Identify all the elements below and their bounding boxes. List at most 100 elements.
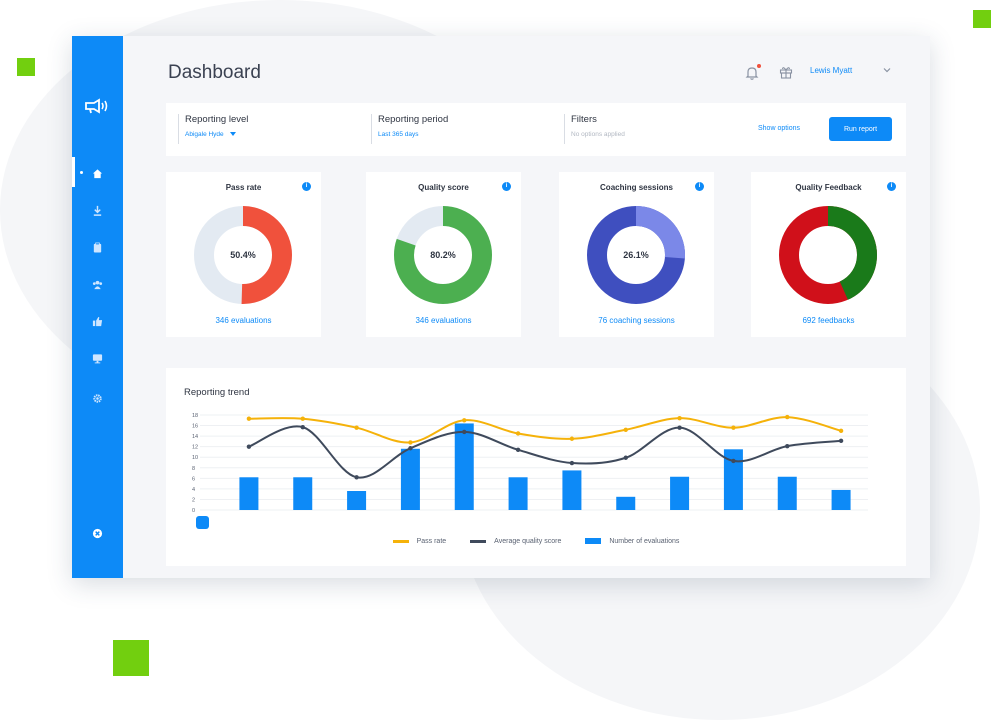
run-report-button[interactable]: Run report bbox=[829, 117, 892, 141]
series-point bbox=[300, 424, 305, 430]
y-tick-label: 14 bbox=[192, 434, 198, 440]
pass-rate-card: Pass rate i 50.4% 346 evaluations bbox=[166, 172, 321, 337]
coaching-sessions-donut bbox=[587, 206, 685, 304]
series-point bbox=[462, 429, 467, 435]
bar bbox=[293, 477, 313, 510]
legend-item: Number of evaluations bbox=[585, 534, 679, 548]
y-tick-label: 12 bbox=[192, 445, 198, 451]
clipboard-icon bbox=[93, 242, 102, 253]
legend-label: Pass rate bbox=[416, 537, 447, 545]
card-title: Pass rate bbox=[225, 183, 262, 192]
info-icon[interactable]: i bbox=[695, 182, 704, 191]
legend-label: Average quality score bbox=[494, 537, 562, 545]
gift-icon[interactable] bbox=[778, 64, 794, 80]
bell-icon[interactable] bbox=[744, 65, 760, 81]
donut-arc bbox=[394, 206, 492, 304]
sidebar bbox=[72, 36, 123, 578]
sidebar-item-close[interactable] bbox=[72, 521, 123, 545]
info-icon[interactable]: i bbox=[502, 182, 511, 191]
reporting-level-filter[interactable]: Reporting level Abigale Hyde bbox=[178, 114, 248, 144]
legend-swatch bbox=[470, 539, 487, 543]
app-window: Dashboard Lewis Myatt Reporting level Ab… bbox=[72, 36, 930, 578]
series-point bbox=[569, 436, 575, 441]
coaching-sessions-card: Coaching sessions i 26.1% 76 coaching se… bbox=[559, 172, 714, 337]
chart-legend: Pass rate Average quality score Number o… bbox=[166, 534, 906, 548]
series-point bbox=[838, 428, 844, 434]
series-point bbox=[408, 440, 413, 445]
sidebar-item-team[interactable] bbox=[72, 272, 123, 296]
series-point bbox=[677, 415, 682, 421]
quality-feedback-card: Quality Feedback i 692 feedbacks bbox=[751, 172, 906, 337]
close-circle-icon bbox=[92, 528, 103, 538]
series-point bbox=[569, 460, 575, 466]
decorative-square bbox=[113, 640, 149, 676]
filters-value: No options applied bbox=[571, 131, 625, 138]
y-tick-label: 10 bbox=[192, 455, 198, 461]
card-footer-link[interactable]: 692 feedbacks bbox=[802, 316, 855, 325]
y-tick-label: 18 bbox=[192, 413, 198, 419]
series-point bbox=[838, 438, 844, 444]
user-menu[interactable]: Lewis Myatt bbox=[810, 66, 853, 75]
legend-swatch bbox=[585, 538, 602, 544]
series-point bbox=[785, 414, 790, 420]
y-tick-label: 4 bbox=[192, 487, 195, 493]
bar bbox=[616, 496, 636, 510]
reporting-period-value[interactable]: Last 365 days bbox=[378, 131, 419, 138]
series-point bbox=[731, 425, 736, 430]
card-footer-link[interactable]: 346 evaluations bbox=[215, 316, 272, 325]
series-point bbox=[731, 458, 736, 464]
chart-scroll-handle[interactable] bbox=[196, 516, 209, 529]
sidebar-item-monitor[interactable] bbox=[72, 346, 123, 370]
bar bbox=[670, 476, 690, 510]
info-icon[interactable]: i bbox=[887, 182, 896, 191]
card-footer-link[interactable]: 76 coaching sessions bbox=[598, 316, 675, 325]
series-point bbox=[246, 416, 252, 421]
bar bbox=[239, 477, 259, 510]
y-tick-label: 8 bbox=[192, 466, 195, 472]
thumbs-up-icon bbox=[92, 316, 103, 326]
series-point bbox=[300, 416, 305, 421]
bar bbox=[454, 423, 474, 510]
card-title: Quality score bbox=[418, 183, 469, 192]
series-point bbox=[354, 425, 359, 430]
team-icon bbox=[92, 280, 103, 289]
series-point bbox=[246, 444, 252, 449]
y-tick-label: 6 bbox=[192, 476, 195, 482]
logo-icon bbox=[85, 98, 108, 114]
filters-label: Filters bbox=[571, 114, 597, 125]
chevron-down-icon[interactable] bbox=[882, 65, 892, 75]
series-point bbox=[785, 443, 790, 449]
donut-arc bbox=[587, 206, 685, 304]
card-footer-link[interactable]: 346 evaluations bbox=[415, 316, 472, 325]
series-line bbox=[248, 425, 842, 479]
filters-section[interactable]: Filters No options applied bbox=[564, 114, 625, 144]
quality-score-donut bbox=[394, 206, 492, 304]
reporting-trend-chart: 0 2 4 6 8 10 12 14 16 18 bbox=[192, 413, 868, 514]
reporting-period-label: Reporting period bbox=[378, 114, 449, 125]
series-point bbox=[515, 431, 521, 436]
show-options-link[interactable]: Show options bbox=[758, 125, 801, 132]
reporting-level-select[interactable]: Abigale Hyde bbox=[185, 131, 248, 138]
y-tick-label: 0 bbox=[192, 508, 195, 514]
series-point bbox=[462, 418, 467, 423]
reporting-level-value: Abigale Hyde bbox=[185, 131, 224, 138]
legend-item: Average quality score bbox=[470, 534, 561, 548]
sidebar-item-settings[interactable] bbox=[72, 386, 123, 410]
quality-score-card: Quality score i 80.2% 346 evaluations bbox=[366, 172, 521, 337]
info-icon[interactable]: i bbox=[302, 182, 311, 191]
gear-icon bbox=[93, 393, 102, 403]
donut-value: 26.1% bbox=[623, 250, 649, 260]
sidebar-active-indicator bbox=[72, 157, 75, 187]
card-title: Coaching sessions bbox=[600, 183, 673, 192]
series-point bbox=[354, 475, 359, 480]
sidebar-item-feedback[interactable] bbox=[72, 309, 123, 333]
reporting-period-filter[interactable]: Reporting period Last 365 days bbox=[371, 114, 448, 144]
y-tick-label: 16 bbox=[192, 424, 198, 430]
sidebar-item-home[interactable] bbox=[72, 161, 123, 185]
sidebar-item-reports[interactable] bbox=[72, 235, 123, 259]
reporting-level-label: Reporting level bbox=[185, 114, 249, 125]
home-icon bbox=[92, 168, 103, 178]
y-tick-label: 2 bbox=[192, 497, 195, 503]
sidebar-item-downloads[interactable] bbox=[72, 198, 123, 222]
bar bbox=[831, 489, 851, 510]
